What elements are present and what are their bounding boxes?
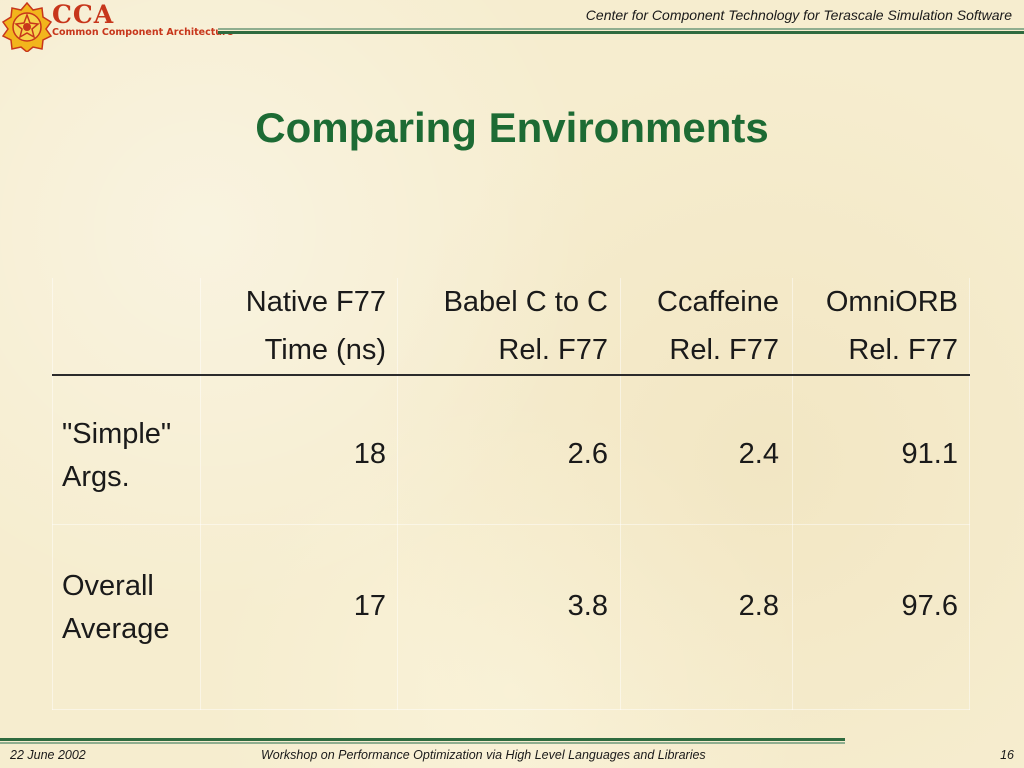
footer-date: 22 June 2002 (10, 748, 86, 762)
row-label-line: Average (62, 613, 170, 645)
row-label-line: Overall (62, 570, 154, 602)
logo-title: CCA (52, 0, 115, 29)
column-subheader-native-f77: Time (ns) (264, 334, 386, 366)
column-subheader-ccaffeine: Rel. F77 (669, 334, 779, 366)
footer-event: Workshop on Performance Optimization via… (261, 748, 706, 762)
column-header-babel: Babel C to C (443, 286, 608, 318)
row-label-line: Args. (62, 461, 130, 493)
table-grid-line (200, 278, 201, 710)
header-tagline: Center for Component Technology for Tera… (585, 7, 1012, 23)
cca-logo-icon (2, 2, 52, 52)
row-label-line: "Simple" (62, 418, 172, 450)
table-grid-line (52, 278, 53, 710)
table-cell: 17 (353, 590, 386, 622)
column-header-native-f77: Native F77 (245, 286, 386, 318)
table-cell: 91.1 (901, 438, 958, 470)
column-header-omniorb: OmniORB (825, 286, 958, 318)
table-cell: 18 (353, 438, 386, 470)
table-grid-line (52, 524, 970, 525)
table-grid-line (52, 709, 970, 710)
logo-subtitle: Common Component Architecture (52, 27, 234, 38)
row-label-simple-args: "Simple" Args. (62, 413, 171, 499)
row-label-overall-average: Overall Average (62, 565, 170, 651)
table-grid-line (969, 278, 970, 710)
table-header-rule (52, 374, 970, 376)
column-header-ccaffeine: Ccaffeine (657, 286, 779, 318)
table-cell: 2.8 (738, 590, 779, 622)
table-cell: 2.6 (567, 438, 608, 470)
footer-divider (0, 738, 845, 744)
cca-logo: CCA Common Component Architecture (2, 0, 233, 52)
table-cell: 3.8 (567, 590, 608, 622)
comparison-table: Native F77 Time (ns) Babel C to C Rel. F… (52, 278, 970, 710)
table-grid-line (620, 278, 621, 710)
header-divider (218, 28, 1024, 34)
column-subheader-babel: Rel. F77 (498, 334, 608, 366)
table-cell: 2.4 (738, 438, 779, 470)
table-cell: 97.6 (901, 590, 958, 622)
column-subheader-omniorb: Rel. F77 (848, 334, 958, 366)
slide-title: Comparing Environments (255, 104, 769, 151)
table-grid-line (792, 278, 793, 710)
page-number: 16 (1000, 748, 1014, 762)
table-grid-line (397, 278, 398, 710)
